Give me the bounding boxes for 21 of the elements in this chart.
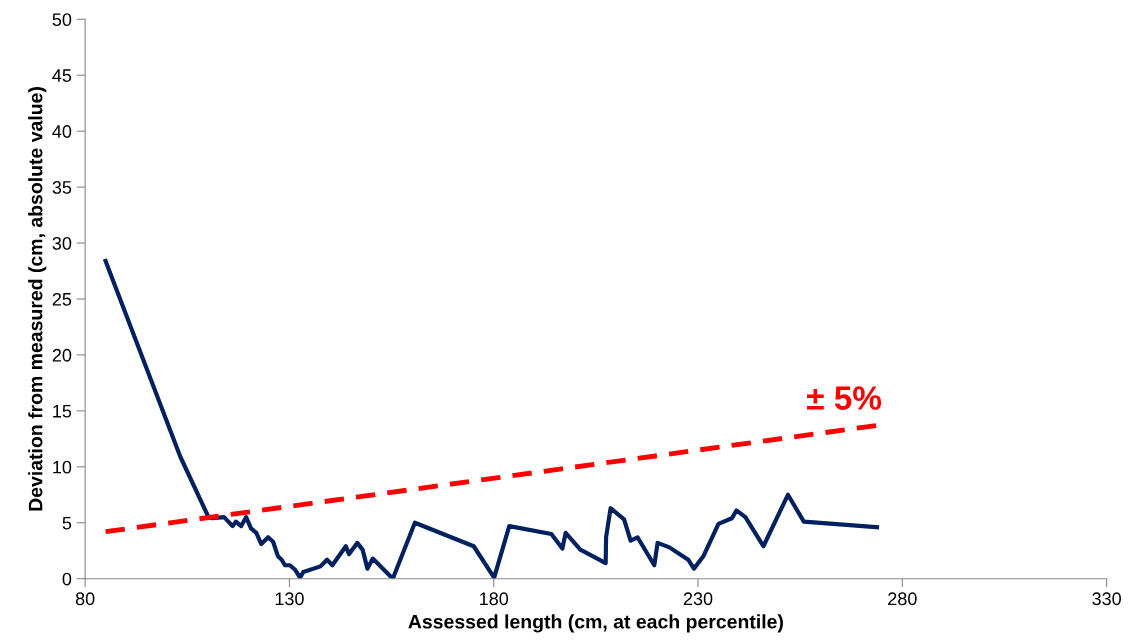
y-tick-label: 0 [62, 572, 72, 586]
y-tick-label: 15 [53, 405, 72, 418]
y-tick-label: 50 [52, 13, 72, 27]
y-tick-label: 5 [62, 516, 72, 530]
y-tick-label: 40 [52, 125, 72, 138]
y-tick-label: 45 [52, 69, 72, 82]
x-tick-label: 180 [480, 592, 509, 606]
x-tick-label: 130 [275, 592, 304, 606]
y-tick-label: 10 [53, 460, 72, 474]
line-series [103, 258, 880, 579]
y-axis-title: Deviation from measured (cm, absolute value) [28, 87, 47, 511]
x-tick-label: 80 [75, 592, 95, 606]
annotation: ± 5% [807, 386, 882, 410]
y-tick-label: 35 [52, 181, 72, 194]
y-tick-label: 25 [52, 292, 72, 306]
y-tick-label: 30 [52, 236, 72, 250]
x-tick-label: 280 [888, 592, 917, 606]
x-tick-label: 330 [1092, 592, 1121, 606]
x-tick-label: 230 [683, 592, 713, 606]
x-axis-title: Assessed length (cm, at each percentile) [408, 614, 783, 633]
y-tick-label: 20 [52, 348, 72, 362]
